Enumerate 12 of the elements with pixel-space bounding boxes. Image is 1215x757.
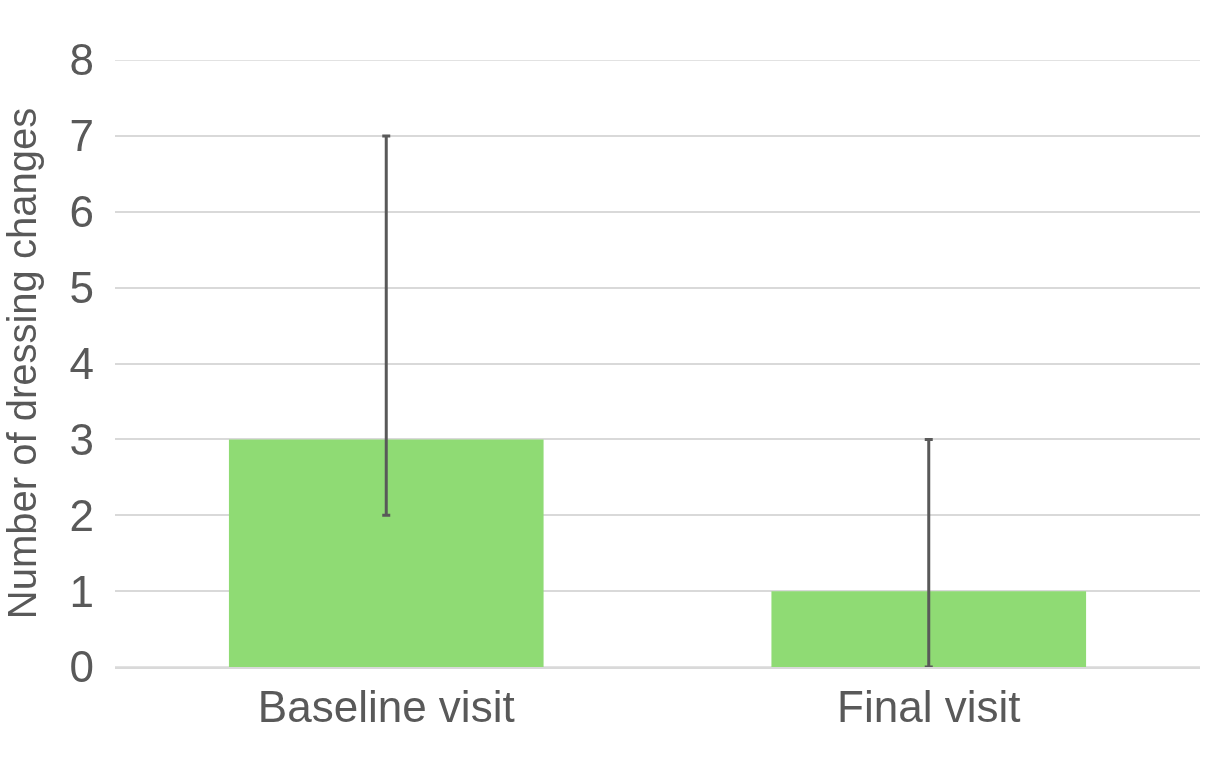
y-tick-label: 6 [69, 187, 94, 237]
y-tick-label: 2 [69, 490, 94, 540]
y-tick-label: 5 [69, 263, 94, 313]
x-tick-label: Baseline visit [257, 681, 515, 731]
y-axis-title: Number of dressing changes [0, 107, 44, 620]
y-tick-label: 7 [69, 111, 94, 161]
y-tick-label: 4 [69, 338, 94, 388]
y-tick-label: 1 [69, 566, 94, 616]
y-tick-label: 8 [69, 35, 94, 85]
x-tick-label: Final visit [837, 681, 1021, 731]
y-tick-label: 0 [69, 642, 94, 692]
y-tick-label: 3 [69, 414, 94, 464]
